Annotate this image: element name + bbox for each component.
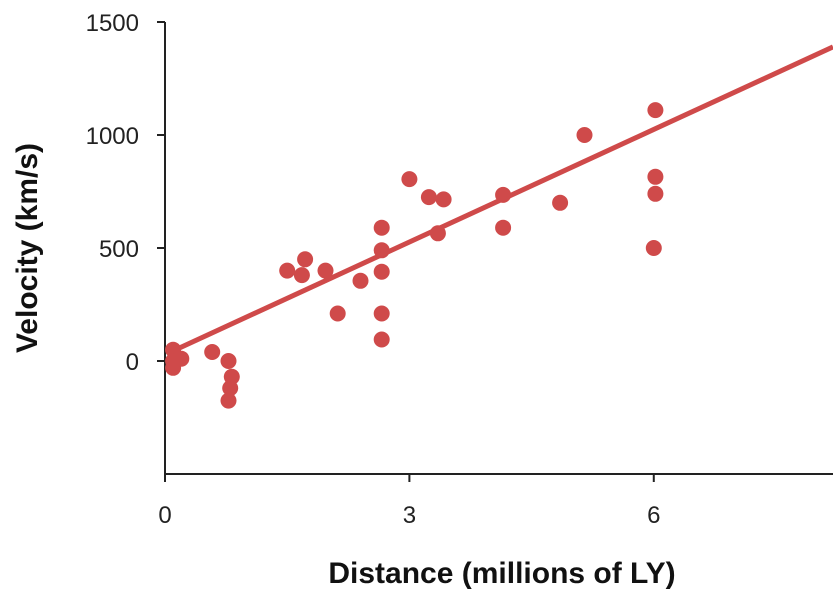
data-point: [173, 350, 190, 367]
y-tick-label: 0: [126, 349, 139, 376]
x-tick-label: 6: [647, 502, 660, 529]
y-axis-ticks: 0 500 1000 1500: [86, 10, 165, 376]
data-point: [352, 272, 369, 289]
data-point: [647, 168, 664, 185]
data-point: [420, 189, 437, 206]
data-point: [576, 127, 593, 143]
axes: [164, 22, 833, 475]
data-point: [645, 240, 662, 256]
y-tick-label: 500: [99, 236, 139, 263]
x-tick-label: 0: [158, 502, 171, 529]
y-tick-label: 1500: [86, 10, 139, 37]
data-point: [373, 219, 390, 236]
x-axis-ticks: 0 3 6: [158, 474, 660, 529]
data-point: [373, 305, 390, 322]
trend-line: [169, 44, 833, 355]
data-points: [165, 102, 664, 409]
data-point: [552, 194, 569, 211]
data-point: [435, 191, 452, 208]
y-tick-label: 1000: [86, 123, 139, 150]
data-point: [495, 219, 512, 236]
data-point: [293, 267, 310, 284]
data-point: [317, 262, 334, 279]
data-point: [220, 392, 237, 409]
data-point: [204, 344, 221, 360]
data-point: [329, 305, 346, 322]
data-point: [647, 185, 664, 202]
data-point: [279, 262, 296, 279]
data-point: [297, 251, 314, 268]
y-axis-title: Velocity (km/s): [11, 143, 44, 353]
data-point: [401, 171, 418, 188]
data-point: [373, 263, 390, 280]
data-point: [373, 331, 390, 348]
x-tick-label: 3: [403, 502, 416, 529]
data-point: [647, 102, 664, 119]
data-point: [220, 353, 237, 369]
x-axis-title: Distance (millions of LY): [328, 557, 675, 590]
data-point: [222, 380, 239, 397]
